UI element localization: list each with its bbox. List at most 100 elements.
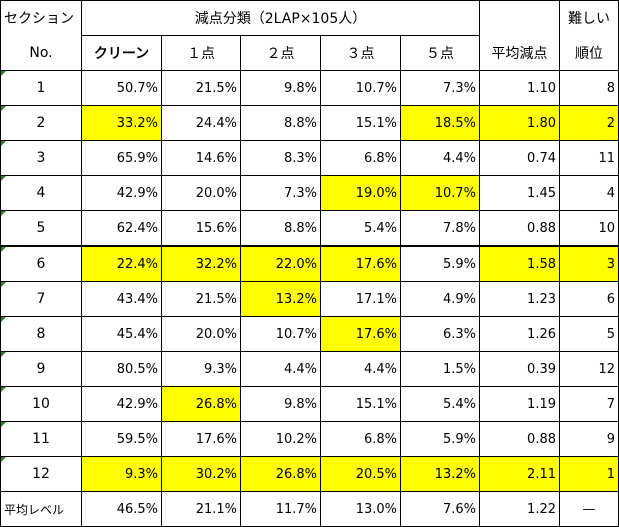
clean-cell[interactable]: 80.5%: [81, 351, 162, 387]
penalty-2-cell[interactable]: 10.7%: [240, 316, 321, 352]
rank-cell[interactable]: 4: [559, 175, 619, 211]
penalty-5-cell[interactable]: 10.7%: [400, 175, 480, 211]
penalty-group-header[interactable]: 減点分類（2LAP×105人）: [81, 0, 480, 36]
avg-penalty-2-cell[interactable]: 11.7%: [240, 491, 321, 527]
average-penalty-cell[interactable]: 1.19: [479, 386, 560, 422]
section-no-cell[interactable]: 10: [0, 386, 82, 422]
penalty-2-cell[interactable]: 26.8%: [240, 456, 321, 492]
penalty-2-cell[interactable]: 9.8%: [240, 70, 321, 106]
average-penalty-cell[interactable]: 1.23: [479, 281, 560, 317]
clean-cell[interactable]: 33.2%: [81, 105, 162, 141]
average-penalty-cell[interactable]: 1.58: [479, 245, 560, 282]
average-penalty-cell[interactable]: 0.74: [479, 140, 560, 176]
rank-cell[interactable]: 9: [559, 421, 619, 457]
penalty-1-cell[interactable]: 17.6%: [161, 421, 241, 457]
average-penalty-cell[interactable]: 1.80: [479, 105, 560, 141]
average-level-label[interactable]: 平均レベル: [0, 491, 82, 527]
avg-header-blank[interactable]: [479, 0, 560, 36]
penalty-5-cell[interactable]: 4.9%: [400, 281, 480, 317]
clean-cell[interactable]: 65.9%: [81, 140, 162, 176]
penalty-3-cell[interactable]: 10.7%: [320, 70, 401, 106]
rank-cell[interactable]: 7: [559, 386, 619, 422]
section-no-cell[interactable]: 12: [0, 456, 82, 492]
penalty-2-cell[interactable]: 22.0%: [240, 245, 321, 282]
penalty-1-cell[interactable]: 30.2%: [161, 456, 241, 492]
clean-cell[interactable]: 43.4%: [81, 281, 162, 317]
average-penalty-cell[interactable]: 1.26: [479, 316, 560, 352]
penalty-3-cell[interactable]: 4.4%: [320, 351, 401, 387]
rank-cell[interactable]: 11: [559, 140, 619, 176]
average-penalty-cell[interactable]: 1.45: [479, 175, 560, 211]
penalty-3-cell[interactable]: 6.8%: [320, 140, 401, 176]
average-penalty-cell[interactable]: 0.88: [479, 210, 560, 247]
rank-cell[interactable]: 2: [559, 105, 619, 141]
avg-clean-cell[interactable]: 46.5%: [81, 491, 162, 527]
avg-penalty-1-cell[interactable]: 21.1%: [161, 491, 241, 527]
penalty-5-cell[interactable]: 5.9%: [400, 421, 480, 457]
penalty-2-cell[interactable]: 7.3%: [240, 175, 321, 211]
section-no-cell[interactable]: 9: [0, 351, 82, 387]
penalty-5-cell[interactable]: 1.5%: [400, 351, 480, 387]
penalty-3-cell[interactable]: 19.0%: [320, 175, 401, 211]
penalty-3-header[interactable]: ３点: [320, 35, 401, 71]
section-no-cell[interactable]: 6: [0, 245, 82, 282]
section-no-cell[interactable]: 5: [0, 210, 82, 247]
penalty-5-cell[interactable]: 18.5%: [400, 105, 480, 141]
average-penalty-cell[interactable]: 2.11: [479, 456, 560, 492]
avg-penalty-5-cell[interactable]: 7.6%: [400, 491, 480, 527]
penalty-2-cell[interactable]: 13.2%: [240, 281, 321, 317]
penalty-1-cell[interactable]: 20.0%: [161, 175, 241, 211]
clean-cell[interactable]: 22.4%: [81, 245, 162, 282]
penalty-5-cell[interactable]: 13.2%: [400, 456, 480, 492]
penalty-5-cell[interactable]: 5.9%: [400, 245, 480, 282]
penalty-5-cell[interactable]: 6.3%: [400, 316, 480, 352]
penalty-2-cell[interactable]: 10.2%: [240, 421, 321, 457]
section-no-cell[interactable]: 2: [0, 105, 82, 141]
penalty-3-cell[interactable]: 5.4%: [320, 210, 401, 247]
penalty-2-cell[interactable]: 8.3%: [240, 140, 321, 176]
rank-cell[interactable]: 5: [559, 316, 619, 352]
rank-header[interactable]: 順位: [559, 35, 619, 71]
penalty-5-cell[interactable]: 7.8%: [400, 210, 480, 247]
avg-average-penalty-cell[interactable]: 1.22: [479, 491, 560, 527]
penalty-2-cell[interactable]: 8.8%: [240, 105, 321, 141]
clean-cell[interactable]: 50.7%: [81, 70, 162, 106]
penalty-1-cell[interactable]: 21.5%: [161, 281, 241, 317]
section-no-cell[interactable]: 3: [0, 140, 82, 176]
penalty-3-cell[interactable]: 17.1%: [320, 281, 401, 317]
clean-cell[interactable]: 42.9%: [81, 175, 162, 211]
penalty-2-header[interactable]: ２点: [240, 35, 321, 71]
penalty-5-cell[interactable]: 5.4%: [400, 386, 480, 422]
penalty-3-cell[interactable]: 20.5%: [320, 456, 401, 492]
penalty-5-cell[interactable]: 4.4%: [400, 140, 480, 176]
penalty-1-header[interactable]: １点: [161, 35, 241, 71]
avg-rank-cell[interactable]: —: [559, 491, 619, 527]
penalty-3-cell[interactable]: 15.1%: [320, 105, 401, 141]
penalty-3-cell[interactable]: 6.8%: [320, 421, 401, 457]
penalty-1-cell[interactable]: 32.2%: [161, 245, 241, 282]
penalty-1-cell[interactable]: 15.6%: [161, 210, 241, 247]
penalty-1-cell[interactable]: 14.6%: [161, 140, 241, 176]
average-penalty-cell[interactable]: 1.10: [479, 70, 560, 106]
no-header[interactable]: No.: [0, 35, 82, 71]
clean-cell[interactable]: 42.9%: [81, 386, 162, 422]
penalty-2-cell[interactable]: 8.8%: [240, 210, 321, 247]
average-penalty-cell[interactable]: 0.39: [479, 351, 560, 387]
penalty-3-cell[interactable]: 17.6%: [320, 316, 401, 352]
section-no-cell[interactable]: 7: [0, 281, 82, 317]
section-no-cell[interactable]: 4: [0, 175, 82, 211]
clean-cell[interactable]: 62.4%: [81, 210, 162, 247]
penalty-1-cell[interactable]: 9.3%: [161, 351, 241, 387]
rank-cell[interactable]: 1: [559, 456, 619, 492]
penalty-1-cell[interactable]: 20.0%: [161, 316, 241, 352]
section-header[interactable]: セクション: [0, 0, 82, 36]
rank-cell[interactable]: 3: [559, 245, 619, 282]
penalty-5-cell[interactable]: 7.3%: [400, 70, 480, 106]
penalty-5-header[interactable]: ５点: [400, 35, 480, 71]
penalty-2-cell[interactable]: 4.4%: [240, 351, 321, 387]
section-no-cell[interactable]: 8: [0, 316, 82, 352]
penalty-1-cell[interactable]: 26.8%: [161, 386, 241, 422]
penalty-1-cell[interactable]: 21.5%: [161, 70, 241, 106]
clean-header[interactable]: クリーン: [81, 35, 162, 71]
clean-cell[interactable]: 59.5%: [81, 421, 162, 457]
